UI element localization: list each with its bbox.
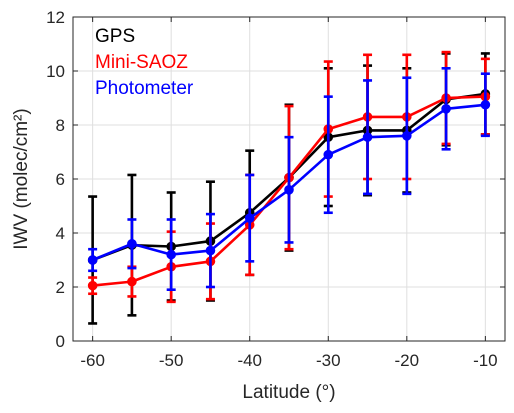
y-tick-label: 0 [56, 332, 65, 351]
x-tick-label: -60 [80, 351, 105, 370]
data-point [127, 276, 137, 287]
y-tick-label: 4 [56, 224, 65, 243]
data-point [323, 149, 334, 160]
x-tick-label: -30 [316, 351, 341, 370]
y-tick-label: 12 [46, 8, 65, 27]
y-axis-title: IWV (molec/cm²) [11, 108, 32, 249]
y-tick-label: 8 [56, 116, 65, 135]
ticks-layer: -60 -50 -40 -30 -20 -10 0 2 4 6 8 10 12 [46, 8, 505, 370]
legend: GPS Mini-SAOZ Photometer [95, 26, 194, 99]
y-tick-label: 2 [56, 278, 65, 297]
data-point [127, 239, 137, 249]
x-tick-label: -50 [159, 351, 184, 370]
y-tick-label: 10 [46, 62, 65, 81]
legend-entry-1: Mini-SAOZ [95, 52, 188, 73]
y-tick-label: 6 [56, 170, 65, 189]
legend-entry-0: GPS [95, 26, 135, 47]
series-layer [87, 50, 491, 325]
data-point [244, 213, 255, 223]
x-axis-title: Latitude (°) [242, 382, 335, 403]
data-point [87, 255, 98, 265]
data-point [480, 99, 491, 110]
data-point [362, 132, 373, 142]
data-point [166, 249, 176, 260]
data-point [402, 131, 412, 141]
x-tick-label: -40 [237, 351, 262, 370]
data-point [205, 245, 216, 256]
series-2 [87, 67, 491, 292]
data-point [87, 280, 98, 291]
data-point [284, 185, 294, 195]
x-tick-label: -10 [473, 351, 498, 370]
x-tick-label: -20 [395, 351, 420, 370]
legend-entry-2: Photometer [95, 78, 194, 99]
data-point [441, 104, 451, 114]
